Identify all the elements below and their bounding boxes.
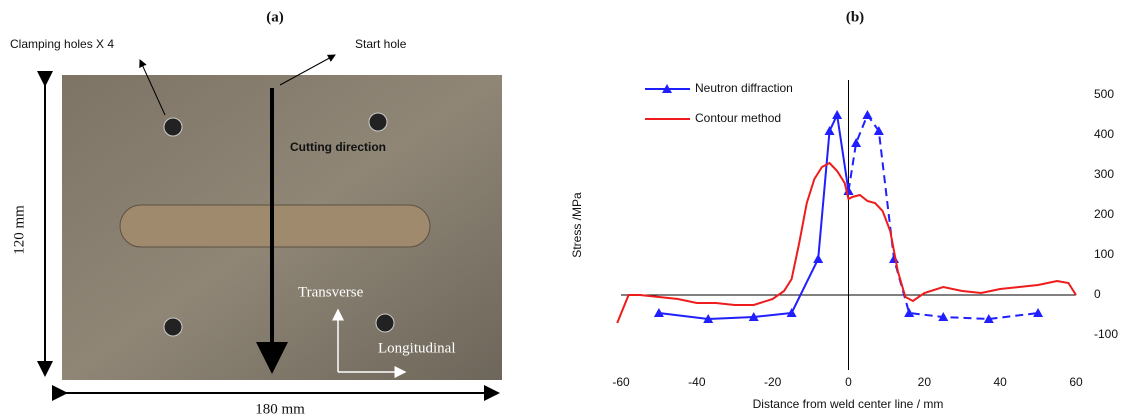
legend-label: Neutron diffraction (695, 81, 793, 95)
annotation: Longitudinal (378, 340, 456, 356)
legend-label: Contour method (695, 111, 781, 125)
panel-label: (a) (266, 9, 284, 25)
y-tick-label: 400 (1094, 127, 1114, 141)
y-tick-label: -100 (1094, 327, 1118, 341)
series-line (659, 115, 849, 319)
marker (813, 254, 823, 263)
chart-title: (b) (846, 9, 864, 25)
marker (862, 110, 872, 119)
x-axis-label: Distance from weld center line / mm (753, 397, 944, 411)
y-tick-label: 300 (1094, 167, 1114, 181)
marker (851, 138, 861, 147)
figure: (a) Clamping holes X 4 Start hole Cuttin… (0, 0, 1136, 419)
dimension: 120 mm (11, 205, 27, 255)
dimension: 180 mm (255, 401, 305, 417)
y-axis-label: Stress /MPa (570, 192, 584, 258)
x-tick-label: 0 (845, 375, 852, 389)
y-tick-label: 100 (1094, 247, 1114, 261)
x-tick-label: 60 (1069, 375, 1083, 389)
y-tick-label: 200 (1094, 207, 1114, 221)
series-line (617, 163, 1076, 323)
marker (832, 110, 842, 119)
annotation: Transverse (298, 284, 364, 300)
hole (376, 314, 394, 332)
hole (369, 113, 387, 131)
marker (825, 126, 835, 135)
y-tick-label: 500 (1094, 87, 1114, 101)
photo-panel: (a) Clamping holes X 4 Start hole Cuttin… (10, 9, 502, 417)
hole (164, 318, 182, 336)
x-tick-label: 20 (918, 375, 932, 389)
annotation: Clamping holes X 4 (10, 37, 114, 51)
annotation: Start hole (355, 37, 407, 51)
y-tick-label: 0 (1094, 287, 1101, 301)
x-tick-label: -20 (764, 375, 782, 389)
chart: (b) Distance from weld center line / mm … (570, 9, 1118, 411)
x-tick-label: -60 (612, 375, 630, 389)
annotation: Cutting direction (290, 140, 386, 154)
weld-bead (120, 205, 430, 247)
x-tick-label: 40 (993, 375, 1007, 389)
x-tick-label: -40 (688, 375, 706, 389)
hole (164, 118, 182, 136)
